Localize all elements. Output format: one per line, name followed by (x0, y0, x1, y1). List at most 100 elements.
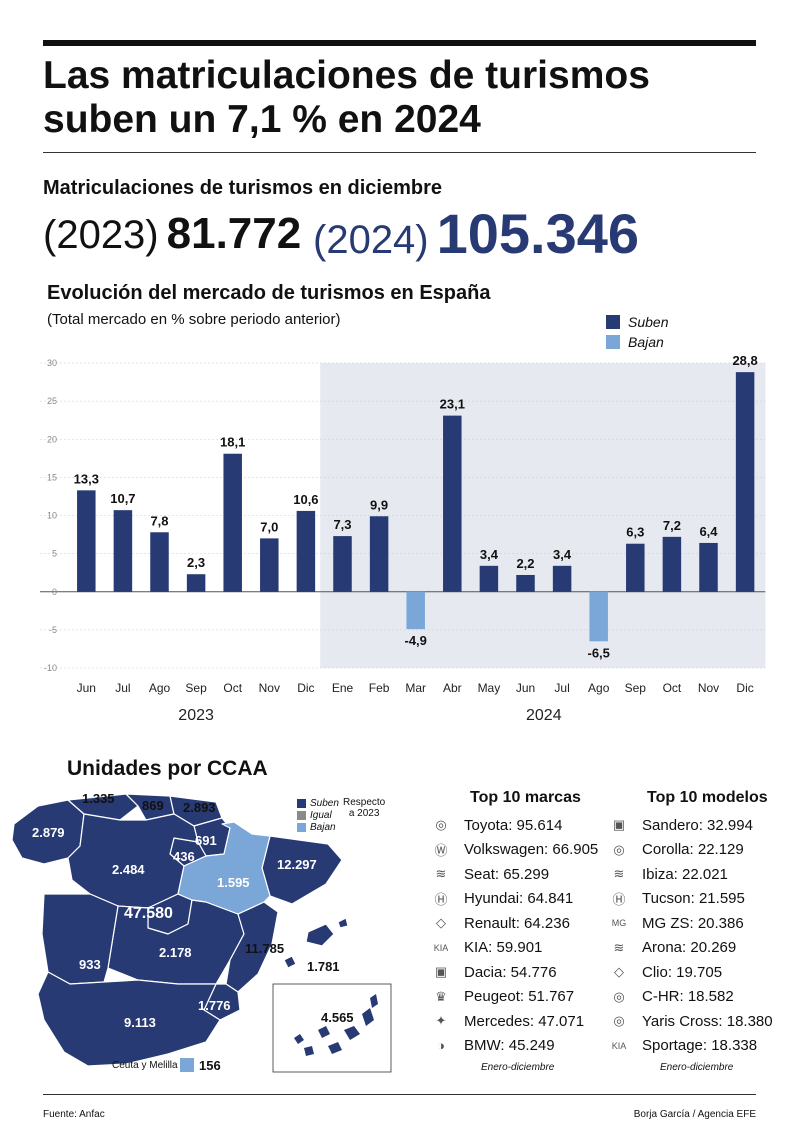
ccaa-legend-note-line1: Respecto (343, 797, 386, 808)
ccaa-legend: Suben Igual Bajan (297, 797, 339, 833)
kpi-2024-value: 105.346 (436, 202, 640, 265)
x-tick-label: Jun (516, 681, 535, 695)
ccaa-legend-equal-swatch (297, 810, 306, 820)
brand-item: ♛ Peugeot: 51.767 (428, 985, 598, 1010)
bar (589, 591, 608, 642)
brand-item: ✦ Mercedes: 47.071 (428, 1009, 598, 1034)
mg-logo-icon: MG (611, 918, 627, 929)
chart-subtitle: (Total mercado en % sobre periodo anteri… (47, 311, 341, 328)
data-label: 7,3 (333, 517, 351, 532)
ccaa-legend-up: Suben (297, 797, 339, 809)
model-name: Clio: 19.705 (642, 963, 723, 981)
legend-up-swatch (606, 315, 620, 329)
bar (552, 565, 572, 592)
brand-item: Ⓦ Volkswagen: 66.905 (428, 838, 598, 863)
region-baleares-mallorca (305, 923, 335, 947)
data-label: 10,6 (293, 492, 318, 507)
chart-2024-background (320, 363, 766, 668)
brand-name: Volkswagen: 66.905 (464, 841, 599, 859)
region-asturias (67, 793, 139, 821)
brand-item: ▣ Dacia: 54.776 (428, 960, 598, 985)
title-line-1: Las matriculaciones de turismos (43, 54, 650, 97)
ceuta-label: Ceuta y Melilla (112, 1060, 178, 1071)
mercedes-logo-icon: ✦ (435, 1013, 447, 1029)
ccaa-legend-equal: Igual (297, 809, 339, 821)
seat-logo-icon: ≋ (613, 866, 625, 882)
y-tick-label: 20 (47, 434, 57, 444)
model-name: Yaris Cross: 18.380 (642, 1012, 773, 1030)
bar (406, 591, 425, 630)
brand-item: ◎ Toyota: 95.614 (428, 813, 598, 838)
models-list: ▣ Sandero: 32.994 ◎ Corolla: 22.129 ≋ Ibiza: … (606, 813, 773, 1058)
ccaa-legend-down: Bajan (297, 821, 339, 833)
brand-item: Ⓗ Hyundai: 64.841 (428, 887, 598, 912)
value-cantabria: 869 (142, 798, 164, 813)
ccaa-legend-up-label: Suben (310, 797, 339, 809)
dacia-logo-icon: ▣ (434, 964, 448, 980)
x-tick-label: Ene (332, 681, 354, 695)
x-tick-label: Jun (77, 681, 96, 695)
brands-list: ◎ Toyota: 95.614 Ⓦ Volkswagen: 66.905 ≋ Seat:… (428, 813, 599, 1058)
bar (333, 536, 352, 592)
value-aragon: 1.595 (217, 875, 250, 890)
data-label: 23,1 (440, 397, 465, 412)
model-item: ◇ Clio: 19.705 (606, 960, 773, 985)
model-item: MG MG ZS: 20.386 (606, 911, 773, 936)
data-label: 6,4 (699, 524, 718, 539)
kia-logo-icon: KIA (611, 1040, 627, 1051)
source: Fuente: Anfac (43, 1109, 105, 1120)
x-tick-label: Abr (443, 681, 462, 695)
legend-down-label: Bajan (628, 334, 664, 350)
x-tick-label: Jul (115, 681, 130, 695)
x-tick-label: Ago (588, 681, 610, 695)
footer-divider (43, 1094, 756, 1095)
data-label: 13,3 (74, 471, 99, 486)
dacia-logo-icon: ▣ (612, 817, 626, 833)
value-rioja: 436 (173, 849, 195, 864)
seat-logo-icon: ≋ (435, 866, 447, 882)
brand-item: KIA KIA: 59.901 (428, 936, 598, 961)
renault-logo-icon: ◇ (614, 964, 624, 980)
model-item: ≋ Arona: 20.269 (606, 936, 773, 961)
model-name: Ibiza: 22.021 (642, 865, 728, 883)
data-label: 10,7 (110, 491, 135, 506)
kpi-2023: (2023) 81.772 (43, 206, 301, 263)
toyota-logo-icon: ◎ (613, 988, 625, 1004)
data-label: -6,5 (587, 645, 609, 660)
brand-item: ≋ Seat: 65.299 (428, 862, 598, 887)
brand-item: ◇ Renault: 64.236 (428, 911, 598, 936)
volkswagen-logo-icon: Ⓦ (434, 843, 448, 859)
legend-up: Suben (606, 313, 668, 331)
bar (369, 516, 389, 592)
bar (150, 532, 169, 592)
data-label: 7,2 (663, 518, 681, 533)
toyota-logo-icon: ◎ (613, 1013, 625, 1029)
legend-up-label: Suben (628, 314, 669, 330)
models-title: Top 10 modelos (647, 789, 768, 806)
region-baleares-ibiza (283, 955, 297, 969)
y-tick-label: 10 (47, 511, 57, 521)
x-tick-label: Sep (625, 681, 647, 695)
brand-name: Peugeot: 51.767 (464, 988, 575, 1006)
data-label: 7,0 (260, 519, 278, 534)
kpi-2023-value: 81.772 (166, 209, 302, 258)
credit: Borja García / Agencia EFE (633, 1109, 756, 1120)
kia-logo-icon: KIA (433, 942, 449, 953)
ccaa-legend-note-line2: a 2023 (348, 808, 380, 819)
x-tick-label: Feb (369, 681, 390, 695)
y-tick-label: 0 (52, 587, 57, 597)
ccaa-legend-note: Respecto a 2023 (343, 797, 385, 819)
value-castilla-la-mancha: 2.178 (159, 945, 192, 960)
canarias-islands (294, 994, 378, 1056)
bar (626, 543, 645, 592)
data-label: 2,3 (187, 555, 205, 570)
model-name: Corolla: 22.129 (642, 841, 744, 859)
model-item: ◎ C-HR: 18.582 (606, 985, 773, 1010)
model-item: ▣ Sandero: 32.994 (606, 813, 773, 838)
seat-logo-icon: ≋ (613, 939, 625, 955)
model-item: ◎ Yaris Cross: 18.380 (606, 1009, 773, 1034)
y-tick-label: -5 (49, 625, 57, 635)
bar (735, 372, 755, 592)
data-label: 28,8 (732, 353, 757, 368)
data-label: 9,9 (370, 497, 388, 512)
